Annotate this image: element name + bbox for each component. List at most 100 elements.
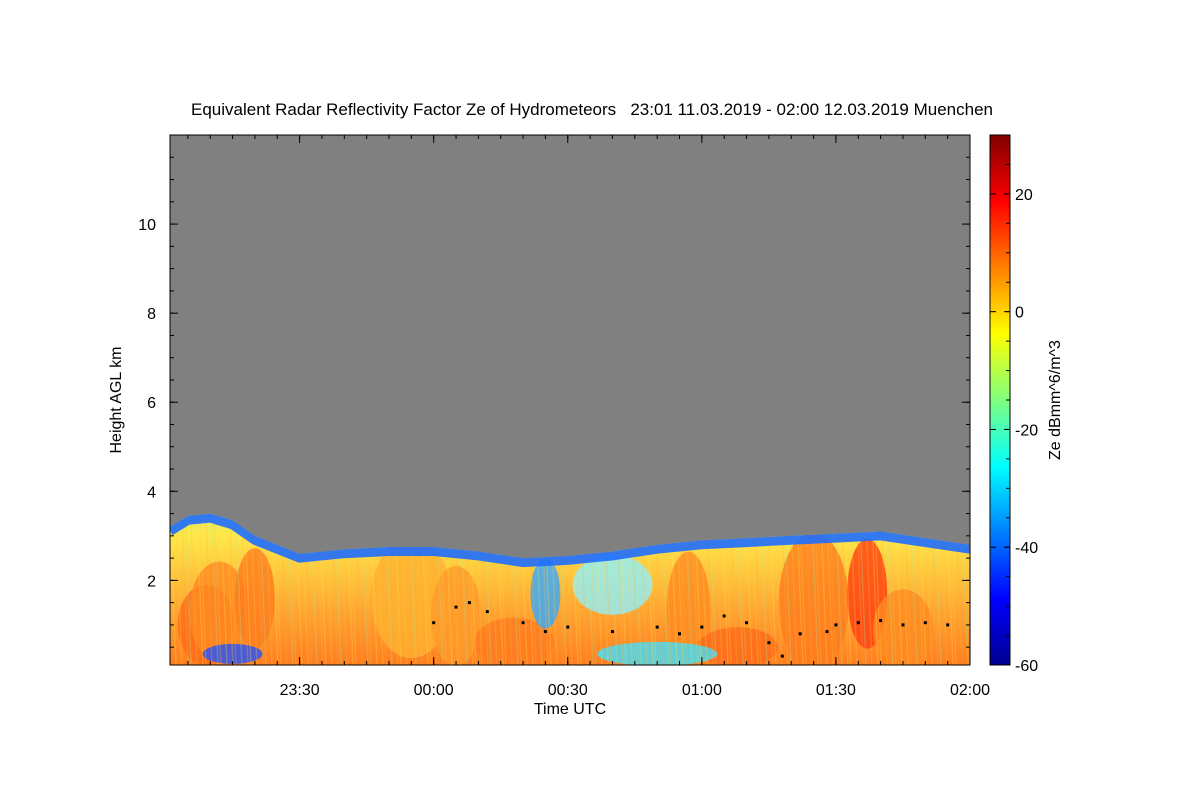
- reflectivity-field: [170, 513, 970, 665]
- cloud-base-point: [521, 621, 525, 625]
- cloud-base-point: [485, 610, 489, 614]
- reflectivity-streak: [196, 519, 204, 665]
- reflectivity-cells: [170, 519, 970, 665]
- x-tick-label: 23:30: [280, 682, 320, 699]
- reflectivity-streak: [175, 519, 183, 665]
- reflectivity-cell: [572, 554, 653, 615]
- colorbar-label: Ze dBmm^6/m^3: [1047, 340, 1064, 460]
- x-axis: 23:30 00:00 00:30 01:00 01:30 02:00: [187, 135, 990, 699]
- cloud-base-point: [923, 621, 927, 625]
- reflectivity-streak: [871, 519, 879, 665]
- y-axis: 2 4 6 8 10: [138, 134, 970, 648]
- colorbar-tick-label: -60: [1015, 658, 1038, 675]
- reflectivity-cell: [530, 558, 561, 629]
- colorbar-tick-label: -20: [1015, 422, 1038, 439]
- colorbar-ticks: 20 0 -20 -40 -60: [990, 134, 1038, 675]
- chart-title: Equivalent Radar Reflectivity Factor Ze …: [191, 100, 993, 119]
- cloud-base-point: [798, 632, 802, 636]
- plot-area: [170, 135, 970, 665]
- x-tick-label: 01:00: [682, 682, 722, 699]
- cloud-base-point: [745, 621, 748, 625]
- cloud-base-point: [856, 621, 860, 625]
- x-tick-label: 00:30: [548, 682, 588, 699]
- x-tick-label: 02:00: [950, 682, 990, 699]
- reflectivity-streak: [241, 519, 249, 665]
- reflectivity-streak: [205, 519, 213, 665]
- cloud-base-point: [946, 623, 950, 627]
- reflectivity-cell: [371, 538, 452, 659]
- reflectivity-streak: [244, 519, 252, 665]
- reflectivity-streak: [865, 519, 873, 665]
- reflectivity-streak: [190, 519, 198, 665]
- reflectivity-streak: [829, 519, 837, 665]
- colorbar-tick-label: 20: [1015, 187, 1033, 204]
- reflectivity-cell: [697, 627, 778, 665]
- reflectivity-streak: [226, 519, 234, 665]
- reflectivity-streak: [820, 519, 828, 665]
- x-axis-label: Time UTC: [534, 701, 606, 718]
- y-tick-label: 10: [138, 217, 156, 234]
- reflectivity-cell: [234, 548, 275, 649]
- colorbar-tick-label: 0: [1015, 305, 1024, 322]
- cloud-base-point: [901, 623, 905, 627]
- cloud-base-point: [611, 630, 614, 634]
- reflectivity-cell: [873, 589, 933, 665]
- y-axis-label: Height AGL km: [108, 346, 125, 453]
- reflectivity-streak: [199, 519, 207, 665]
- reflectivity-streak: [859, 519, 867, 665]
- y-tick-label: 2: [147, 573, 156, 590]
- reflectivity-streak: [841, 519, 849, 665]
- reflectivity-streak: [805, 519, 813, 665]
- reflectivity-streak: [844, 519, 852, 665]
- cloud-base-point: [467, 601, 471, 605]
- reflectivity-streak: [880, 519, 888, 665]
- x-tick-label: 01:30: [816, 682, 856, 699]
- y-tick-label: 4: [147, 484, 156, 501]
- cloud-base-markers: [432, 601, 950, 658]
- reflectivity-streak: [886, 519, 894, 665]
- cloud-base-point: [825, 630, 829, 634]
- reflectivity-cell: [474, 617, 555, 665]
- reflectivity-cell: [202, 643, 263, 664]
- colorbar-tick-label: -40: [1015, 540, 1038, 557]
- reflectivity-cell: [778, 532, 849, 665]
- reflectivity-streak: [250, 519, 258, 665]
- cloud-base-point: [767, 641, 771, 645]
- reflectivity-streak: [874, 519, 882, 665]
- cloud-base-point: [678, 632, 681, 636]
- cloud-base-point: [454, 605, 458, 609]
- reflectivity-streak: [835, 519, 843, 665]
- reflectivity-streak: [181, 519, 189, 665]
- cloud-base-point: [722, 614, 726, 618]
- x-tick-label: 00:00: [414, 682, 454, 699]
- reflectivity-streak: [814, 519, 822, 665]
- cloud-base-point: [700, 625, 704, 629]
- reflectivity-streak: [229, 519, 237, 665]
- cloud-base-point: [543, 630, 547, 634]
- reflectivity-streak: [826, 519, 834, 665]
- plot-frame: [169, 134, 971, 666]
- reflectivity-streak: [184, 519, 192, 665]
- reflectivity-streak: [220, 519, 228, 665]
- reflectivity-streak: [235, 519, 243, 665]
- reflectivity-streak: [214, 519, 222, 665]
- reflectivity-cell: [431, 566, 481, 665]
- colorbar: 20 0 -20 -40 -60 Ze dBmm^6/m^3: [989, 134, 1064, 675]
- reflectivity-streak: [901, 519, 909, 665]
- reflectivity-streak: [850, 519, 858, 665]
- reflectivity-streak: [170, 519, 177, 665]
- reflectivity-cell: [597, 641, 718, 665]
- cloud-base-point: [879, 619, 883, 622]
- reflectivity-streak: [811, 519, 819, 665]
- reflectivity-streak: [856, 519, 864, 665]
- cloud-base-point: [432, 621, 436, 625]
- y-tick-label: 8: [147, 306, 156, 323]
- reflectivity-streak: [895, 519, 903, 665]
- reflectivity-streak: [211, 519, 219, 665]
- y-tick-label: 6: [147, 395, 156, 412]
- reflectivity-streak: [889, 519, 897, 665]
- reflectivity-cell: [189, 561, 250, 662]
- cloud-base-point: [780, 654, 784, 658]
- echo-top-fringe: [170, 513, 970, 568]
